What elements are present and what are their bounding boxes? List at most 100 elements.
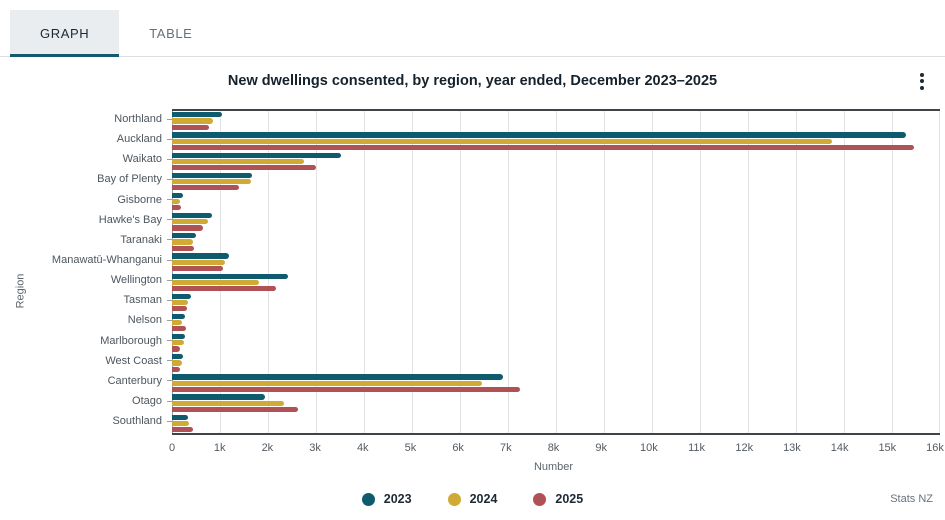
bar-2025[interactable] <box>172 205 182 211</box>
chart-bar-row <box>172 373 940 393</box>
y-axis-label: Bay of Plenty <box>40 169 172 189</box>
bar-2023[interactable] <box>172 414 188 420</box>
gridline <box>268 111 269 434</box>
bar-2024[interactable] <box>172 299 188 306</box>
chart-bar-row <box>172 333 940 353</box>
bar-2024[interactable] <box>172 178 251 185</box>
gridline <box>220 111 221 434</box>
y-axis-line <box>172 111 173 434</box>
y-axis-title-text: Region <box>13 273 26 309</box>
bar-2024[interactable] <box>172 340 185 346</box>
bar-2024[interactable] <box>172 320 183 326</box>
kebab-menu-icon[interactable] <box>913 70 931 92</box>
legend-label: 2024 <box>469 492 498 507</box>
y-axis-label: Northland <box>40 109 172 129</box>
tab-graph[interactable]: GRAPH <box>10 10 120 57</box>
bar-2023[interactable] <box>172 152 341 158</box>
bar-2025[interactable] <box>172 164 316 171</box>
x-axis-tick-label: 7k <box>500 442 512 455</box>
plot-area <box>172 109 940 436</box>
y-axis-tick <box>167 219 172 221</box>
y-axis-tick <box>167 340 172 342</box>
legend-item-2024[interactable]: 2024 <box>447 492 498 507</box>
chart-main: Northland Auckland Waikato Bay of Plenty Gis… <box>40 109 944 473</box>
y-axis-tick <box>167 319 172 321</box>
tab-table[interactable]: TABLE <box>119 10 222 56</box>
chart-bar-row <box>172 151 940 171</box>
y-axis-tick <box>167 360 172 362</box>
bar-2023[interactable] <box>172 354 184 360</box>
bar-2025[interactable] <box>172 406 299 413</box>
bar-2025[interactable] <box>172 306 187 312</box>
chart: Region Northland Auckland Waikato Bay of Pl… <box>0 109 945 473</box>
bar-rows <box>172 111 940 433</box>
bar-2025[interactable] <box>172 245 195 251</box>
attribution: Stats NZ <box>890 493 933 506</box>
bar-2025[interactable] <box>172 285 276 292</box>
bar-2024[interactable] <box>172 158 304 164</box>
bar-2024[interactable] <box>172 259 225 265</box>
bar-2024[interactable] <box>172 380 483 386</box>
gridline <box>796 111 797 434</box>
bar-2023[interactable] <box>172 213 212 219</box>
x-axis-tick-label: 6k <box>452 442 464 455</box>
bar-2024[interactable] <box>172 239 194 245</box>
bar-2024[interactable] <box>172 360 183 366</box>
legend-item-2023[interactable]: 2023 <box>361 492 412 507</box>
bar-2023[interactable] <box>172 313 186 320</box>
gridline <box>604 111 605 434</box>
x-axis-tick-label: 11k <box>688 442 706 455</box>
bar-2025[interactable] <box>172 386 521 392</box>
x-axis-tick-label: 10k <box>640 442 658 455</box>
bar-2023[interactable] <box>172 374 503 380</box>
bar-2025[interactable] <box>172 326 187 332</box>
tab-graph-label: GRAPH <box>40 25 90 41</box>
y-axis-tick <box>167 299 172 301</box>
bar-2025[interactable] <box>172 124 210 130</box>
bar-2025[interactable] <box>172 225 204 231</box>
gridline <box>700 111 701 434</box>
bar-2024[interactable] <box>172 118 213 124</box>
bar-2024[interactable] <box>172 279 259 285</box>
legend-item-2025[interactable]: 2025 <box>533 492 583 506</box>
bar-2024[interactable] <box>172 420 189 427</box>
gridline <box>748 111 749 434</box>
y-axis-label: Wellington <box>40 270 172 290</box>
bar-2025[interactable] <box>172 144 914 151</box>
bar-2024[interactable] <box>172 138 832 144</box>
chart-bar-row <box>172 393 940 413</box>
y-axis-tick <box>167 400 172 402</box>
y-axis-labels: Northland Auckland Waikato Bay of Plenty Gis… <box>40 109 172 435</box>
x-axis-tick-label: 3k <box>309 442 321 455</box>
bar-2024[interactable] <box>172 199 181 205</box>
bar-2024[interactable] <box>172 219 208 225</box>
x-axis-tick-label: 12k <box>735 442 754 455</box>
bar-2025[interactable] <box>172 366 181 372</box>
gridline <box>460 111 461 434</box>
tab-bar: GRAPH TABLE <box>0 0 945 57</box>
y-axis-tick <box>167 118 172 120</box>
bar-2023[interactable] <box>172 172 253 178</box>
bar-2023[interactable] <box>172 273 288 279</box>
bar-2025[interactable] <box>172 185 240 191</box>
legend-label: 2023 <box>383 492 412 507</box>
bar-2023[interactable] <box>172 253 230 259</box>
y-axis-tick <box>167 239 172 241</box>
bar-2023[interactable] <box>172 394 266 400</box>
bar-2024[interactable] <box>172 400 284 406</box>
bar-2023[interactable] <box>172 233 196 239</box>
gridline <box>508 111 509 434</box>
y-axis-tick <box>167 420 172 422</box>
bar-2023[interactable] <box>172 293 192 299</box>
bar-2023[interactable] <box>172 132 907 138</box>
bar-2023[interactable] <box>172 112 222 118</box>
bar-2025[interactable] <box>172 265 223 271</box>
bar-2025[interactable] <box>172 346 180 352</box>
legend-dot-icon <box>533 492 547 506</box>
bar-2025[interactable] <box>172 427 193 433</box>
chart-bar-row <box>172 232 940 252</box>
bar-2023[interactable] <box>172 192 183 199</box>
x-axis: 0 1k 2k 3k 4k 5k 6k 7k 8k 9k 10k 11k 12k 13k 14k 15k 16k <box>169 442 944 456</box>
bar-2023[interactable] <box>172 334 186 340</box>
tab-table-label: TABLE <box>149 25 193 41</box>
